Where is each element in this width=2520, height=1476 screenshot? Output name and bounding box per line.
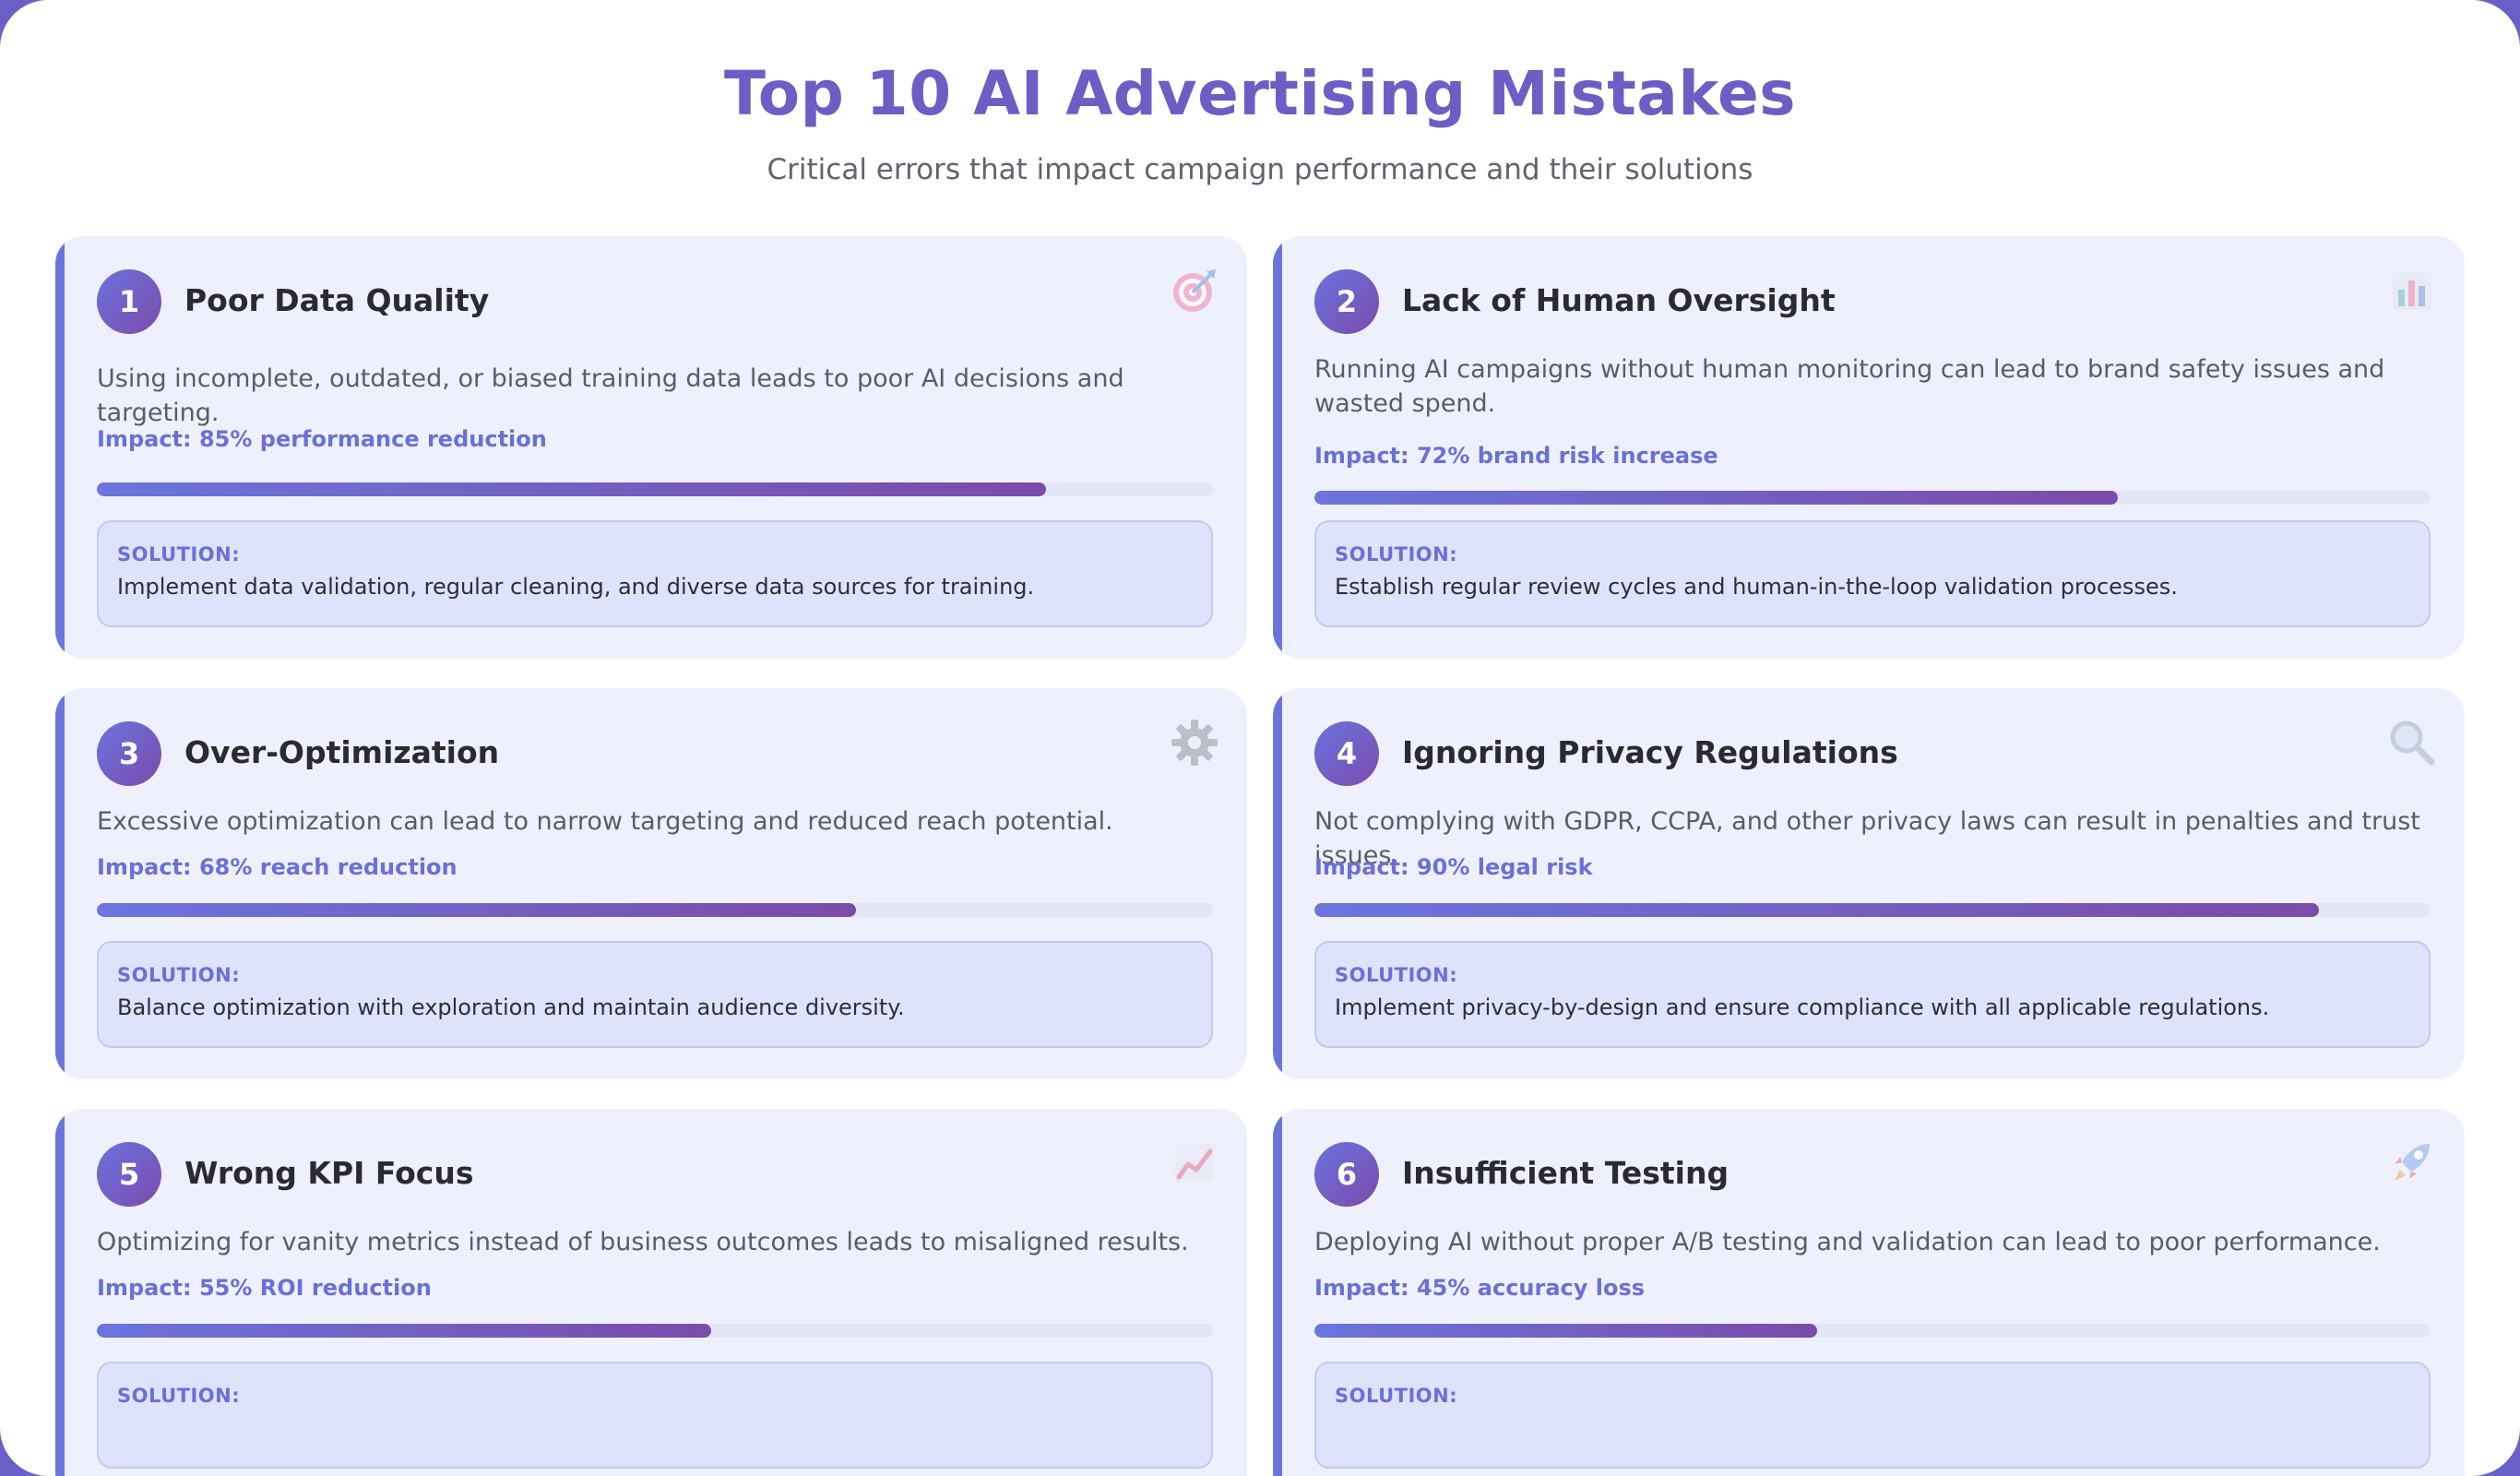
mistake-number-badge: 3 — [97, 721, 161, 786]
mistake-description: Deploying AI without proper A/B testing … — [1314, 1228, 2381, 1256]
mistake-card-1: 1 Poor Data Quality Using incomplete, ou… — [55, 236, 1247, 659]
mistake-number-badge: 1 — [97, 269, 161, 334]
mistake-title: Lack of Human Oversight — [1402, 282, 1836, 318]
mistake-title: Over-Optimization — [184, 734, 500, 770]
solution-box: SOLUTION: — [97, 1362, 1213, 1469]
card-accent-bar — [1273, 236, 1282, 659]
card-accent-bar — [55, 688, 65, 1079]
solution-text: Implement privacy-by-design and ensure c… — [1335, 994, 2270, 1020]
impact-label: Impact: 68% reach reduction — [97, 854, 458, 880]
impact-bar — [1314, 1324, 2431, 1338]
solution-text: Establish regular review cycles and huma… — [1335, 574, 2178, 600]
mistake-title: Wrong KPI Focus — [184, 1155, 474, 1191]
mistake-card-6: 6 Insufficient Testing Deploying AI with… — [1273, 1109, 2465, 1476]
bar-chart-icon — [2393, 271, 2431, 310]
mistake-number-badge: 5 — [97, 1142, 161, 1207]
mistake-number-badge: 4 — [1314, 721, 1379, 786]
mistake-description: Using incomplete, outdated, or biased tr… — [97, 364, 1124, 427]
impact-bar-fill — [1314, 1324, 1817, 1338]
mistake-description: Not complying with GDPR, CCPA, and other… — [1314, 807, 2420, 870]
solution-label: SOLUTION: — [1335, 964, 1458, 986]
solution-label: SOLUTION: — [1335, 543, 1458, 565]
mistake-number-badge: 2 — [1314, 269, 1379, 334]
impact-bar — [97, 482, 1213, 496]
impact-bar — [1314, 903, 2431, 917]
trend-chart-icon — [1175, 1144, 1214, 1183]
magnifier-icon — [2390, 720, 2435, 766]
gear-icon — [1171, 720, 1218, 766]
mistake-card-5: 5 Wrong KPI Focus Optimizing for vanity … — [55, 1109, 1247, 1476]
target-icon — [1173, 269, 1216, 312]
solution-box: SOLUTION: Implement privacy-by-design an… — [1314, 941, 2431, 1048]
impact-bar-fill — [97, 903, 856, 917]
solution-label: SOLUTION: — [117, 1385, 241, 1407]
impact-bar-fill — [97, 1324, 711, 1338]
solution-box: SOLUTION: Implement data validation, reg… — [97, 520, 1213, 627]
card-accent-bar — [55, 1109, 65, 1476]
solution-box: SOLUTION: Balance optimization with expl… — [97, 941, 1213, 1048]
mistake-number-badge: 6 — [1314, 1142, 1379, 1207]
page-title: Top 10 AI Advertising Mistakes — [723, 58, 1797, 129]
card-accent-bar — [55, 236, 65, 659]
mistake-title: Ignoring Privacy Regulations — [1402, 734, 1898, 770]
impact-label: Impact: 45% accuracy loss — [1314, 1275, 1646, 1301]
solution-text: Balance optimization with exploration an… — [117, 994, 905, 1020]
mistake-title: Poor Data Quality — [184, 282, 490, 318]
solution-text: Implement data validation, regular clean… — [117, 574, 1035, 600]
solution-box: SOLUTION: Establish regular review cycle… — [1314, 520, 2431, 627]
solution-label: SOLUTION: — [1335, 1385, 1458, 1407]
rocket-icon — [2395, 1144, 2430, 1181]
mistake-title: Insufficient Testing — [1402, 1155, 1730, 1191]
impact-bar-fill — [1314, 903, 2319, 917]
card-accent-bar — [1273, 688, 1282, 1079]
mistake-description: Excessive optimization can lead to narro… — [97, 807, 1113, 836]
page-subtitle: Critical errors that impact campaign per… — [767, 153, 1753, 186]
impact-bar — [1314, 491, 2431, 505]
mistake-card-2: 2 Lack of Human Oversight Running AI cam… — [1273, 236, 2465, 659]
solution-box: SOLUTION: — [1314, 1362, 2431, 1469]
card-accent-bar — [1273, 1109, 1282, 1476]
impact-label: Impact: 72% brand risk increase — [1314, 443, 1718, 469]
impact-label: Impact: 90% legal risk — [1314, 854, 1593, 880]
impact-bar-fill — [1314, 491, 2119, 505]
mistake-card-4: 4 Ignoring Privacy Regulations Not compl… — [1273, 688, 2465, 1079]
mistake-description: Running AI campaigns without human monit… — [1314, 355, 2385, 418]
solution-label: SOLUTION: — [117, 964, 241, 986]
mistake-description: Optimizing for vanity metrics instead of… — [97, 1228, 1189, 1256]
impact-bar — [97, 1324, 1213, 1338]
impact-label: Impact: 55% ROI reduction — [97, 1275, 432, 1301]
impact-bar — [97, 903, 1213, 917]
solution-label: SOLUTION: — [117, 543, 241, 565]
mistake-card-3: 3 Over-Optimization Excessive optimizati… — [55, 688, 1247, 1079]
impact-label: Impact: 85% performance reduction — [97, 426, 547, 452]
impact-bar-fill — [97, 482, 1046, 496]
